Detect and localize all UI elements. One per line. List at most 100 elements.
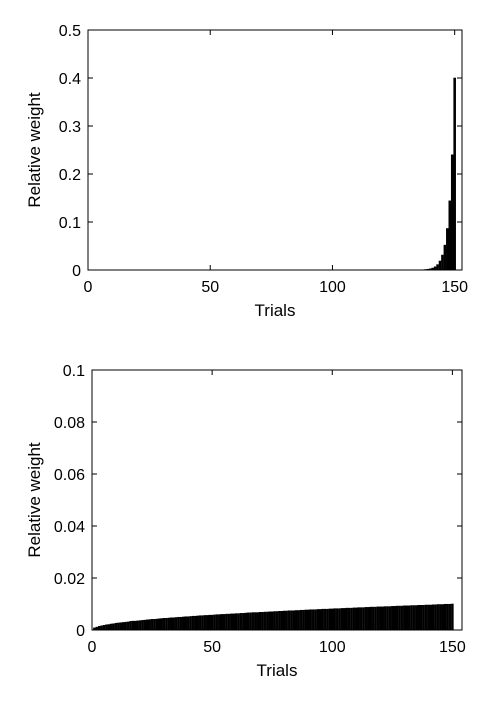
bar	[316, 609, 320, 631]
bar	[410, 605, 413, 631]
bar	[114, 622, 118, 631]
x-tick-label: 0	[88, 639, 97, 656]
bar	[441, 604, 445, 631]
bar	[201, 615, 204, 631]
bar	[297, 610, 300, 631]
y-tick-label: 0.1	[59, 215, 81, 232]
bar	[275, 611, 279, 631]
bar	[318, 609, 322, 631]
bar	[398, 605, 401, 631]
x-tick-label: 0	[84, 279, 93, 296]
y-tick-label: 0.1	[63, 363, 85, 380]
bar	[436, 264, 439, 271]
bar	[213, 614, 216, 631]
bar	[273, 611, 276, 631]
bar	[371, 606, 375, 631]
bar	[292, 610, 296, 631]
bar	[338, 608, 341, 631]
bar	[182, 616, 185, 631]
bar	[105, 624, 108, 631]
x-tick-label: 50	[201, 279, 219, 296]
bar	[254, 612, 257, 631]
bar	[186, 616, 190, 631]
bar	[285, 610, 288, 631]
bar	[419, 604, 423, 631]
bar	[165, 617, 168, 631]
bar	[280, 610, 284, 631]
bar	[343, 608, 346, 631]
bar	[448, 603, 452, 631]
bar	[261, 612, 264, 631]
bar	[121, 622, 125, 631]
bar	[314, 609, 317, 631]
bar	[145, 619, 149, 631]
bar	[340, 608, 344, 631]
bar	[141, 620, 144, 631]
bar	[194, 615, 197, 631]
bar	[119, 622, 123, 631]
bar	[174, 617, 178, 631]
bar	[299, 609, 303, 631]
bar	[131, 620, 135, 631]
bar	[148, 619, 151, 631]
bar	[417, 604, 421, 631]
bar	[172, 617, 175, 631]
bar	[403, 605, 406, 631]
bar	[206, 615, 209, 631]
bar	[239, 613, 243, 631]
bar	[237, 613, 240, 631]
bar	[117, 622, 120, 631]
bar	[422, 604, 425, 631]
y-tick-label: 0	[76, 623, 85, 640]
bar	[438, 260, 442, 271]
bar	[107, 624, 111, 631]
y-tick-label: 0.04	[54, 519, 85, 536]
bar	[350, 607, 353, 631]
bar	[306, 609, 310, 631]
bar	[184, 616, 187, 631]
bar	[443, 244, 447, 271]
bar	[369, 606, 372, 631]
bar	[309, 609, 312, 631]
bar	[393, 606, 396, 631]
bar	[424, 604, 428, 631]
bar	[391, 606, 394, 631]
y-tick-label: 0.3	[59, 119, 81, 136]
bar	[203, 615, 207, 631]
bar	[278, 610, 281, 631]
bar	[311, 609, 315, 631]
bar	[155, 618, 159, 631]
bar	[400, 605, 404, 631]
y-tick-label: 0.5	[59, 23, 81, 40]
y-tick-label: 0.02	[54, 571, 85, 588]
bar	[321, 608, 324, 631]
bar	[352, 607, 356, 631]
bar	[450, 154, 454, 271]
axes-box	[87, 29, 463, 271]
bar	[415, 605, 418, 631]
bar	[170, 617, 173, 631]
bar	[328, 608, 332, 631]
bar	[294, 610, 298, 631]
bar	[133, 620, 137, 631]
x-tick-label: 100	[319, 279, 346, 296]
bar	[287, 610, 291, 631]
x-tick-label: 100	[319, 639, 346, 656]
bar	[381, 606, 384, 631]
bar	[326, 608, 329, 631]
bar	[374, 606, 377, 631]
bar	[222, 614, 226, 631]
bar	[436, 604, 440, 631]
bar	[446, 603, 449, 631]
bar	[333, 608, 336, 631]
bar	[345, 607, 348, 631]
bar	[388, 606, 392, 631]
bar	[386, 606, 389, 631]
bar	[335, 608, 339, 631]
bar	[441, 254, 444, 271]
bar	[153, 619, 156, 631]
y-tick-label: 0.06	[54, 467, 85, 484]
bar	[270, 611, 274, 631]
bar	[242, 613, 245, 631]
